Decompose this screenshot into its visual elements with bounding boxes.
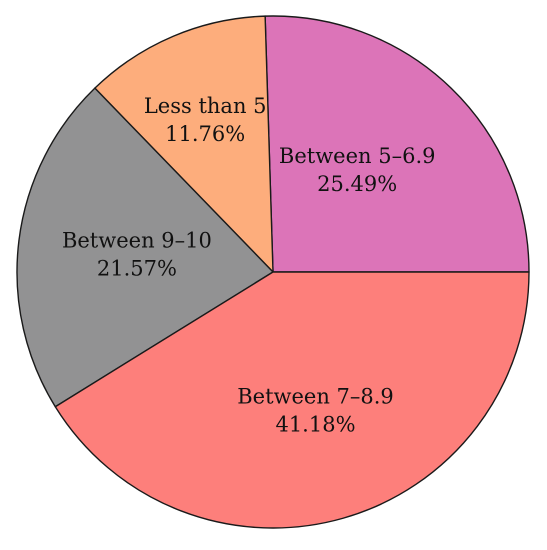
slice-label-2: Less than 5 <box>144 94 267 118</box>
slice-label-3: Between 9–10 <box>62 229 212 253</box>
slice-value-4: 41.18% <box>275 412 355 436</box>
slice-value-1: 25.49% <box>317 172 397 196</box>
slice-value-3: 21.57% <box>97 257 177 281</box>
slice-label-4: Between 7–8.9 <box>237 384 394 408</box>
pie-slice-2 <box>94 15 274 273</box>
slice-value-2: 11.76% <box>165 122 245 146</box>
slice-label-1: Between 5–6.9 <box>279 144 436 168</box>
pie-labels: Between 5–6.9 25.49% Less than 5 11.76% Betw… <box>62 94 436 436</box>
pie-slice-1 <box>264 15 530 273</box>
pie-slice-3 <box>16 87 274 408</box>
pie-slices <box>16 15 530 529</box>
pie-slice-4 <box>54 271 530 529</box>
